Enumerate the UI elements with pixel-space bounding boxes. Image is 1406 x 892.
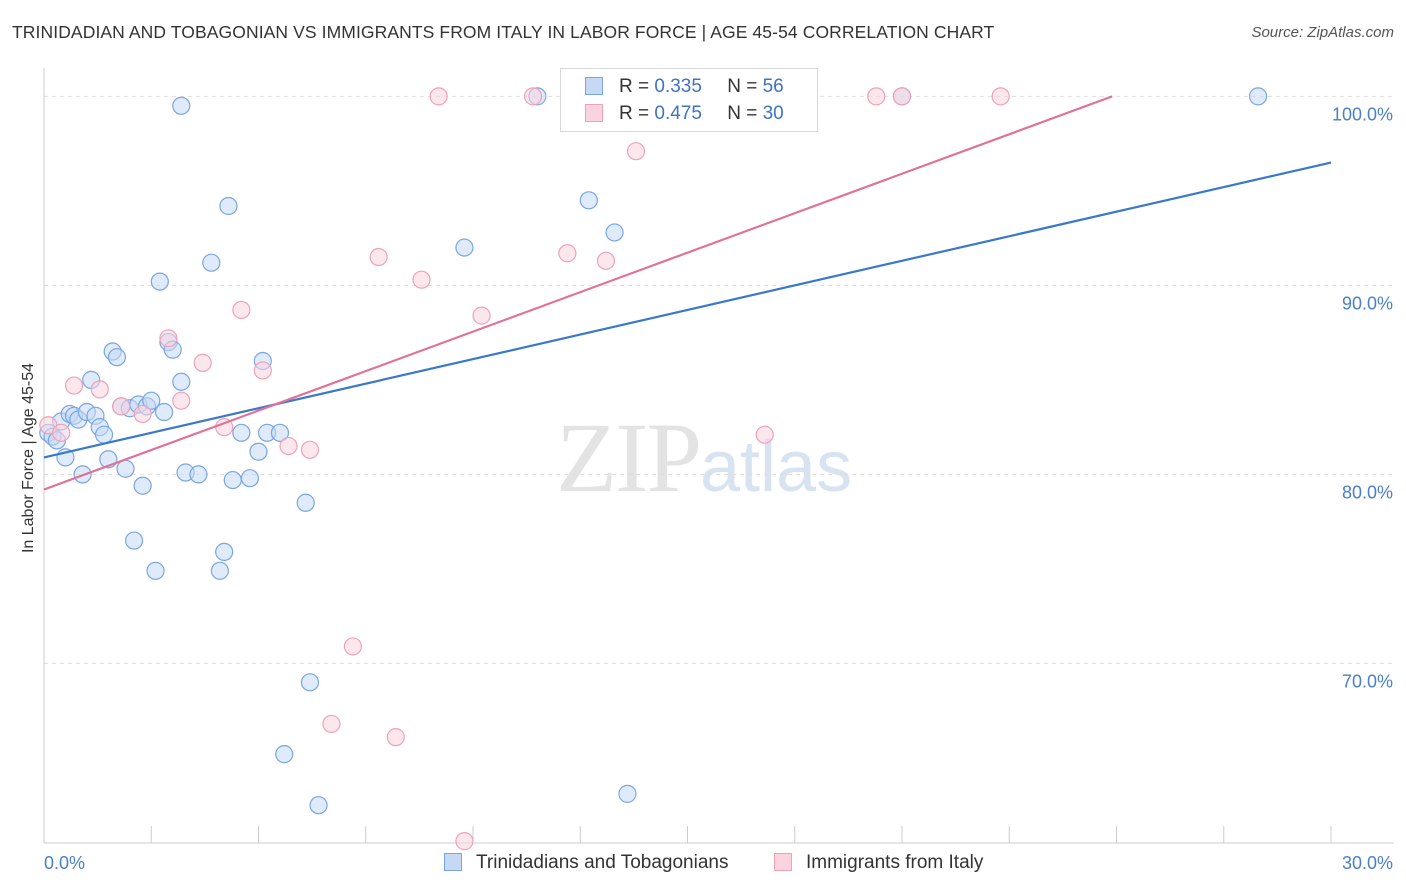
trinidadians-point	[219, 196, 238, 216]
bottom-legend-blue: Trinidadians and Tobagonians	[444, 852, 728, 874]
italy-point	[172, 391, 191, 410]
correlation-legend: R = 0.335 N = 56 R = 0.475 N = 30	[560, 68, 818, 132]
trinidadians-point	[275, 745, 294, 764]
ticks: 70.0% 80.0% 90.0% 100.0% 0.0% 30.0%	[43, 104, 1393, 873]
italy-point	[429, 87, 448, 106]
trinidadians-point	[296, 493, 315, 512]
trinidadians-point	[124, 531, 144, 550]
italy-point	[892, 87, 912, 106]
italy-point	[558, 244, 577, 263]
trend-lines	[43, 95, 1332, 491]
italy-point	[412, 270, 431, 289]
legend-pink-r-label: R =	[619, 103, 655, 124]
legend-swatch-blue	[585, 77, 603, 95]
italy-point	[159, 329, 178, 348]
italy-point	[300, 440, 320, 459]
trinidadians-point	[210, 561, 229, 580]
italy-point	[755, 425, 774, 444]
legend-blue-r-label: R =	[619, 76, 655, 97]
trinidadians-point	[172, 96, 191, 115]
legend-row-pink: R = 0.475 N = 30	[585, 103, 784, 125]
italy-point	[626, 142, 646, 161]
source-credit: Source: ZipAtlas.com	[1251, 24, 1394, 41]
italy-point	[322, 714, 341, 734]
trinidadians-point	[94, 425, 114, 444]
watermark-zip: ZIP	[556, 402, 702, 513]
legend-pink-r-value: 0.475	[654, 103, 702, 124]
trinidadians-point	[240, 469, 260, 488]
bottom-legend-blue-label: Trinidadians and Tobagonians	[476, 852, 729, 873]
legend-pink-n-value: 30	[762, 103, 784, 124]
y-axis-label: In Labor Force | Age 45-54	[20, 363, 37, 553]
italy-point	[112, 397, 131, 416]
trend-line-italy	[43, 95, 1113, 491]
italy-point	[232, 300, 251, 320]
italy-point	[386, 728, 405, 747]
watermark: ZIPatlas	[556, 400, 852, 515]
bottom-legend-pink: Immigrants from Italy	[774, 852, 983, 874]
legend-pink-n-label: N =	[727, 103, 763, 124]
bottom-legend-pink-label: Immigrants from Italy	[806, 852, 984, 873]
trinidadians-point	[150, 272, 169, 291]
legend-blue-n-label: N =	[727, 76, 763, 97]
legend-swatch-pink	[585, 104, 603, 122]
trinidadians-point	[215, 542, 234, 562]
trinidadians-point	[455, 238, 474, 257]
italy-point	[523, 87, 543, 106]
italy-point	[369, 247, 388, 267]
legend-blue-r-value: 0.335	[654, 76, 702, 97]
italy-point	[343, 637, 362, 656]
trinidadians-point	[155, 402, 174, 422]
trinidadians-point	[270, 423, 290, 442]
trinidadians-point	[579, 191, 598, 210]
italy-point	[279, 436, 298, 456]
trinidadians-point	[133, 476, 152, 495]
trinidadians-point	[172, 372, 191, 391]
x-tick-label-max: 30.0%	[1342, 853, 1393, 873]
watermark-atlas: atlas	[700, 427, 853, 507]
y-tick-label-100: 100.0%	[1332, 104, 1393, 124]
trinidadians-point	[223, 470, 242, 490]
trinidadians-point	[1248, 87, 1268, 106]
trinidadians-point	[107, 348, 127, 367]
trinidadians-point	[309, 796, 328, 815]
trinidadians-point	[202, 253, 221, 272]
italy-point	[596, 251, 616, 270]
italy-point	[193, 353, 212, 372]
italy-point	[253, 361, 272, 380]
y-tick-label-90: 90.0%	[1342, 293, 1393, 313]
chart-title: TRINIDADIAN AND TOBAGONIAN VS IMMIGRANTS…	[12, 22, 995, 42]
italy-point	[133, 404, 152, 424]
trinidadians-point	[618, 784, 637, 803]
x-tick-label-min: 0.0%	[44, 853, 85, 873]
italy-point	[867, 87, 886, 106]
trinidadians-point	[249, 442, 268, 461]
bottom-legend-swatch-blue	[444, 853, 462, 871]
series-italy-points	[39, 87, 1010, 851]
legend-row-blue: R = 0.335 N = 56	[585, 76, 784, 98]
trinidadians-point	[300, 673, 320, 692]
italy-point	[455, 832, 474, 851]
italy-point	[90, 380, 109, 399]
trinidadians-point	[146, 561, 165, 580]
trinidadians-point	[605, 223, 624, 242]
trinidadians-point	[142, 391, 161, 410]
axes	[43, 68, 1394, 844]
legend-blue-n-value: 56	[762, 76, 784, 97]
italy-point	[991, 87, 1010, 106]
italy-point	[472, 306, 491, 325]
gridlines	[44, 95, 1394, 664]
italy-point	[52, 423, 71, 442]
y-tick-label-70: 70.0%	[1342, 671, 1393, 691]
italy-point	[64, 376, 84, 395]
y-tick-label-80: 80.0%	[1342, 482, 1393, 502]
trinidadians-point	[189, 465, 208, 484]
trend-line-trinidadians	[43, 161, 1332, 459]
trinidadians-point	[232, 423, 251, 442]
series-trinidadians-points	[39, 87, 1268, 815]
bottom-legend-swatch-pink	[774, 853, 792, 871]
